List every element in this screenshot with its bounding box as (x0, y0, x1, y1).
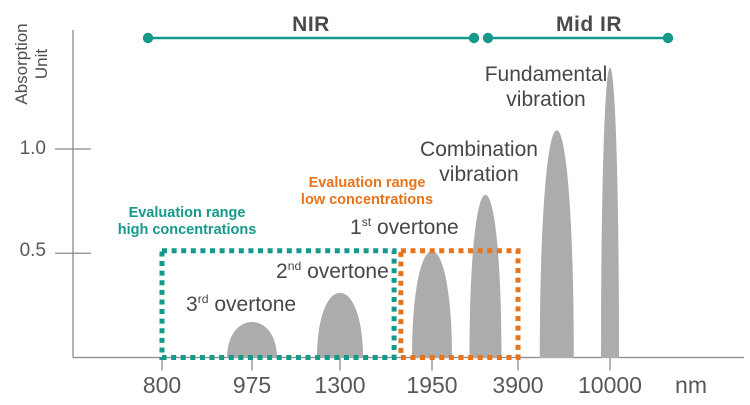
eval-range-high-label: Evaluation range high concentrations (118, 205, 257, 238)
region-end-dot (482, 32, 494, 44)
eval-low-line2: low concentrations (300, 191, 434, 208)
fundamental-vibration-label: Fundamental vibration (485, 62, 608, 112)
y-axis-title-line2: Unit (32, 48, 51, 80)
evaluation-range-box-teal (159, 248, 397, 360)
first-overtone-rest: overtone (371, 216, 459, 239)
absorption-peak (601, 67, 619, 358)
y-tick-label-0.5: 0.5 (19, 240, 46, 261)
y-tick-label-1.0: 1.0 (19, 138, 46, 159)
absorption-peak (539, 130, 574, 358)
region-label-mid-ir: Mid IR (556, 13, 622, 36)
first-overtone-label: 1st overtone (350, 215, 459, 240)
third-overtone-num: 3 (186, 293, 198, 316)
third-overtone-sup: rd (197, 292, 209, 306)
x-tick-label-800: 800 (142, 372, 182, 398)
y-axis-title-line1: Absorption (12, 23, 31, 105)
second-overtone-label: 2nd overtone (276, 259, 389, 284)
x-tick-label-1300: 1300 (314, 372, 366, 398)
eval-high-line1: Evaluation range (128, 205, 246, 221)
x-tick-label-10000: 10000 (578, 372, 642, 398)
combination-line1: Combination (420, 138, 538, 161)
region-end-dot (142, 32, 154, 44)
eval-high-line2: high concentrations (117, 221, 257, 238)
region-end-dot (662, 32, 674, 44)
absorption-peak (317, 292, 363, 358)
absorption-peak (227, 322, 277, 358)
third-overtone-rest: overtone (208, 293, 297, 316)
fundamental-line2: vibration (506, 88, 586, 111)
x-tick-label-3900: 3900 (492, 372, 544, 398)
eval-range-low-label: Evaluation range low concentrations (301, 175, 433, 208)
region-end-dot (468, 32, 480, 44)
absorption-peak (412, 251, 452, 358)
eval-low-line1: Evaluation range (308, 175, 426, 191)
region-label-nir: NIR (292, 13, 330, 36)
second-overtone-num: 2 (276, 260, 288, 283)
y-axis-title: Absorption Unit (12, 12, 52, 116)
x-tick-label-975: 975 (232, 372, 272, 398)
combination-line2: vibration (439, 163, 519, 186)
first-overtone-sup: st (361, 215, 372, 229)
second-overtone-sup: nd (287, 259, 302, 273)
combination-vibration-label: Combination vibration (420, 137, 538, 187)
x-axis-unit-label: nm (675, 372, 707, 398)
first-overtone-num: 1 (350, 216, 362, 239)
absorption-peak (469, 194, 502, 358)
second-overtone-rest: overtone (301, 260, 389, 283)
fundamental-line1: Fundamental (484, 63, 608, 86)
evaluation-range-box-orange (398, 248, 521, 360)
third-overtone-label: 3rd overtone (186, 292, 296, 317)
x-tick-label-1950: 1950 (406, 372, 458, 398)
